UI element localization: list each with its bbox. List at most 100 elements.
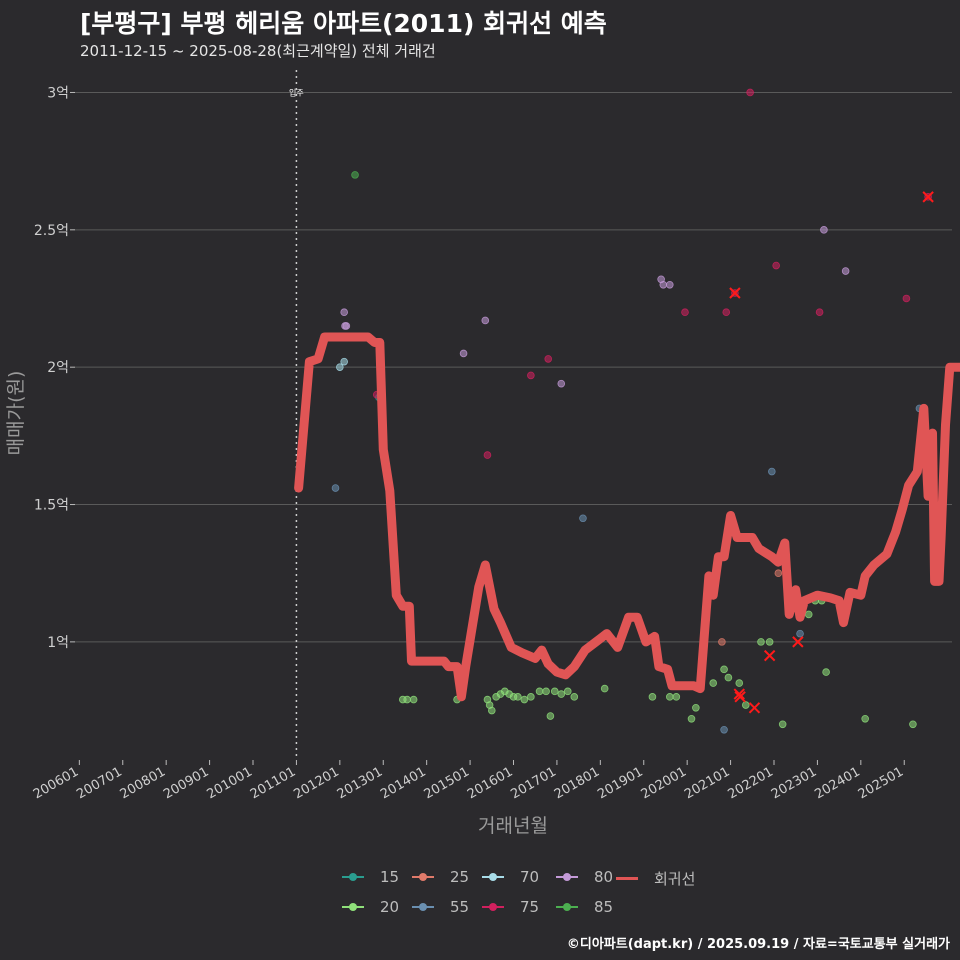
point-25 [718, 638, 726, 646]
point-20 [487, 706, 496, 715]
y-axis-label: 매매가(원) [5, 371, 27, 456]
point-75 [483, 451, 492, 459]
x-tick-label: 202001 [639, 764, 689, 802]
point-20 [527, 693, 535, 701]
highlight-x-marker [733, 688, 745, 700]
point-20 [520, 695, 529, 704]
regression-path [294, 332, 960, 702]
point-20 [804, 610, 813, 619]
point-20 [557, 690, 566, 698]
legend-item-15: 15 [340, 868, 399, 886]
point-20 [409, 695, 418, 704]
point-20 [546, 712, 555, 720]
point-75 [544, 355, 553, 363]
legend-label-80: 80 [594, 868, 614, 886]
point-25 [774, 569, 783, 578]
x-tick-label: 200801 [118, 764, 168, 802]
legend-item-80: 80 [554, 868, 613, 886]
point-20 [735, 679, 744, 687]
point-75 [681, 308, 689, 317]
regression-line [294, 332, 960, 702]
x-tick-label: 201201 [291, 764, 341, 802]
x-tick-label: 201001 [205, 764, 255, 802]
chart-title: [부평구] 부평 헤리움 아파트(2011) 회귀선 예측 [80, 9, 607, 38]
point-20 [909, 720, 917, 729]
point-20 [563, 687, 572, 696]
point-20 [822, 668, 830, 676]
point-20 [535, 687, 544, 696]
point-80 [841, 267, 850, 275]
point-20 [687, 714, 696, 723]
x-tick-label: 201301 [335, 764, 385, 802]
legend-key-70 [480, 870, 506, 884]
x-tick-label: 201801 [552, 764, 602, 802]
y-tick-label: 1.5억 [34, 498, 69, 514]
point-20 [672, 693, 681, 701]
legend-item-70: 70 [480, 868, 539, 886]
point-80 [340, 308, 348, 317]
legend-key-75 [480, 900, 506, 914]
source-caption: ©디아파트(dapt.kr) / 2025.09.19 / 자료=국토교통부 실… [566, 937, 950, 952]
highlight-x-marker [763, 649, 776, 662]
point-20 [514, 693, 522, 701]
point-75 [902, 294, 911, 303]
legend-key-55 [410, 900, 436, 914]
point-80 [665, 280, 674, 289]
legend-label-70: 70 [520, 868, 540, 886]
legend-item-75: 75 [480, 898, 539, 916]
legend-item-55: 55 [410, 898, 469, 916]
point-20 [709, 679, 718, 687]
highlight-x-marker [729, 287, 741, 299]
point-80 [820, 226, 828, 234]
x-axis-label: 거래년월 [478, 815, 548, 837]
point-20 [741, 701, 750, 709]
x-tick-label: 201901 [595, 764, 645, 802]
point-20 [778, 720, 787, 729]
legend-label-25: 25 [450, 868, 470, 886]
legend-key-20 [340, 900, 366, 914]
point-75 [527, 371, 535, 380]
x-tick-label: 200601 [31, 764, 81, 802]
chart-subtitle: 2011-12-15 ~ 2025-08-28(최근계약일) 전체 거래건 [80, 42, 436, 60]
y-axis-ticks: 1억 1.5억 2억 2.5억 3억 [34, 85, 75, 651]
highlight-markers [729, 191, 934, 714]
legend-item-regression: 회귀선 [614, 868, 695, 889]
x-tick-label: 200701 [74, 764, 124, 802]
y-tick-label: 2.5억 [34, 223, 69, 239]
legend-label-20: 20 [380, 898, 400, 916]
point-20 [550, 687, 559, 696]
point-80 [459, 349, 468, 358]
point-20 [648, 693, 657, 701]
point-75 [815, 308, 824, 317]
legend-item-25: 25 [410, 868, 469, 886]
point-80 [342, 322, 351, 330]
point-55 [720, 725, 728, 734]
point-20 [692, 704, 700, 712]
legend-label-55: 55 [450, 898, 470, 916]
point-20 [765, 638, 774, 646]
legend-item-20: 20 [340, 898, 399, 916]
point-80 [659, 280, 668, 289]
move-in-marker: 입주 [289, 70, 304, 760]
legend-item-85: 85 [554, 898, 613, 916]
highlight-x-marker [748, 702, 761, 714]
point-20 [724, 673, 733, 682]
legend-label-15: 15 [380, 868, 400, 886]
gridlines [75, 91, 952, 643]
highlight-x-marker [792, 636, 804, 648]
x-tick-label: 201601 [465, 764, 515, 802]
point-75 [746, 88, 754, 97]
x-tick-label: 202101 [682, 764, 732, 802]
point-75 [722, 308, 731, 317]
x-tick-label: 201401 [378, 764, 428, 802]
point-85 [351, 171, 359, 179]
point-80 [481, 316, 490, 325]
scatter-points [331, 88, 932, 734]
x-tick-label: 201701 [508, 764, 558, 802]
point-20 [542, 687, 550, 696]
x-tick-label: 200901 [161, 764, 211, 802]
x-tick-label: 202501 [856, 764, 906, 802]
legend-key-regression [614, 872, 640, 886]
highlight-x-marker [922, 191, 934, 203]
x-tick-label: 201501 [422, 764, 472, 802]
